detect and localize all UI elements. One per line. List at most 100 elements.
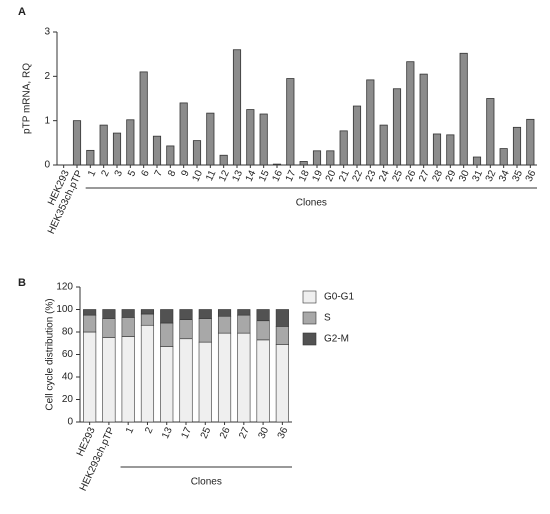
bar [406, 61, 415, 166]
y-tick-label: 100 [56, 304, 73, 315]
bar-segment [140, 313, 155, 326]
bar-segment [102, 337, 116, 423]
x-tick-label: 10 [190, 168, 205, 183]
bar-segment [102, 309, 116, 319]
y-tick-label: 3 [44, 27, 50, 38]
panel-label: B [18, 277, 26, 289]
x-tick-label: 24 [377, 168, 392, 183]
bar-segment [160, 309, 174, 324]
bar-segment [198, 309, 212, 319]
bar-segment [83, 314, 97, 333]
bar [379, 124, 388, 166]
legend-swatch [302, 332, 317, 346]
x-tick-label: 17 [179, 425, 194, 440]
y-tick-label: 60 [62, 349, 74, 360]
x-tick-label: 34 [497, 168, 512, 183]
x-tick-label: 19 [310, 168, 325, 183]
bar [219, 154, 228, 166]
x-tick-label: 36 [276, 425, 291, 440]
x-tick-label: 23 [364, 168, 379, 183]
bar-segment [275, 326, 289, 345]
x-tick-label: 31 [470, 168, 485, 183]
bar-segment [256, 320, 270, 341]
bar-segment [237, 332, 251, 423]
bar [192, 140, 202, 166]
panel-label: A [18, 6, 26, 18]
x-tick-label: 28 [430, 168, 445, 183]
x-tick-label: 1 [86, 168, 99, 178]
bar [179, 102, 188, 166]
x-tick-label: 13 [160, 425, 175, 440]
bar-segment [217, 332, 232, 423]
legend-label: G0-G1 [324, 292, 354, 303]
bar [99, 124, 108, 166]
bar [272, 163, 282, 166]
bar-segment [160, 322, 174, 347]
x-tick-label: 2 [143, 425, 156, 435]
x-tick-label: 3 [113, 168, 126, 178]
bar-segment [140, 309, 155, 315]
bar [512, 126, 522, 166]
bar [392, 88, 402, 166]
legend-swatch [302, 290, 317, 304]
x-tick-label: 20 [324, 168, 339, 183]
x-tick-label: 21 [337, 168, 352, 183]
bar-segment [102, 318, 116, 338]
bar-segment [217, 315, 232, 334]
x-tick-label: 2 [99, 168, 112, 178]
x-tick-label: 26 [404, 168, 419, 183]
bar-segment [275, 344, 289, 423]
bar [112, 132, 122, 166]
bar [259, 113, 268, 166]
group-label: Clones [191, 477, 222, 488]
x-tick-label: 12 [217, 168, 232, 183]
legend-swatch [302, 311, 317, 325]
x-tick-label: 1 [124, 425, 137, 435]
x-tick-label: 27 [417, 168, 432, 183]
y-tick-label: 0 [67, 417, 73, 428]
x-tick-label: 18 [297, 168, 312, 183]
bar-segment [256, 339, 270, 423]
y-tick-label: 1 [44, 115, 50, 126]
bar [166, 145, 175, 166]
x-tick-label: 22 [350, 168, 365, 183]
x-tick-label: 26 [218, 425, 233, 440]
group-label: Clones [296, 198, 327, 209]
bar [126, 119, 135, 166]
y-tick-label: 80 [62, 327, 74, 338]
bar [472, 156, 482, 166]
bar [459, 52, 468, 166]
bar [139, 71, 148, 166]
x-tick-label: 7 [153, 168, 166, 178]
bar-segment [198, 318, 212, 343]
bar [286, 78, 295, 166]
bar-segment [160, 346, 174, 423]
bar-segment [121, 309, 135, 318]
y-tick-label: 20 [62, 394, 74, 405]
bar [72, 120, 82, 166]
x-tick-label: 27 [237, 425, 252, 440]
bar-segment [198, 341, 212, 423]
x-tick-label: 25 [390, 168, 405, 183]
bar [526, 118, 535, 166]
bar-segment [237, 314, 251, 334]
x-tick-label: 36 [524, 168, 539, 183]
y-tick-label: 40 [62, 372, 74, 383]
x-tick-label: 8 [166, 168, 179, 178]
legend-label: S [324, 313, 331, 324]
bar-segment [121, 336, 135, 423]
bar-segment [83, 331, 97, 423]
x-tick-label: 11 [204, 168, 219, 182]
bar-segment [179, 338, 193, 423]
bar [339, 130, 348, 166]
legend-label: G2-M [324, 334, 349, 345]
bar-segment [121, 317, 135, 337]
x-tick-label: 5 [126, 168, 139, 178]
y-axis-label: pTP mRNA, RQ [22, 63, 33, 134]
x-tick-label: 30 [257, 425, 272, 440]
x-tick-label: 13 [230, 168, 245, 183]
y-tick-label: 0 [44, 160, 50, 171]
bar [499, 148, 508, 166]
bar [432, 133, 442, 166]
